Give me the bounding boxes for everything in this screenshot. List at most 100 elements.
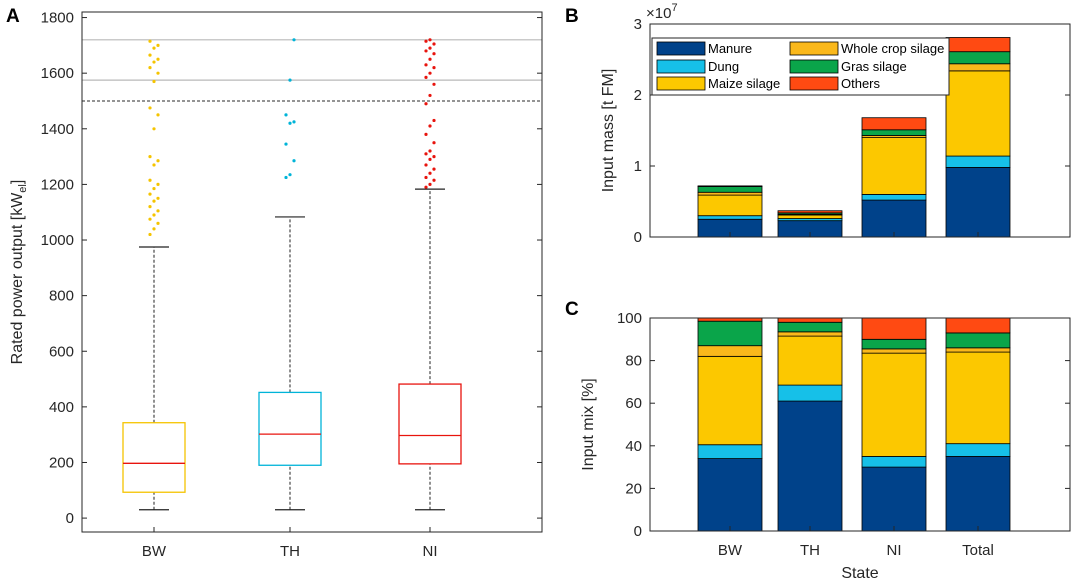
outlier-point (148, 192, 152, 196)
bar-segment-whole-crop-silage (945, 347, 1011, 353)
x-tick-label: Total (962, 542, 994, 559)
bar-segment-dung (945, 443, 1011, 457)
bar-segment-others (945, 317, 1011, 334)
y-tick-label: 100 (617, 310, 642, 327)
outlier-point (432, 154, 436, 159)
bar-segment-dung (697, 444, 763, 459)
bar-segment-whole-crop-silage (861, 348, 927, 354)
outlier-point (432, 42, 436, 46)
y-tick-label: 1000 (41, 232, 74, 249)
axes-box (649, 23, 1071, 238)
y-tick-label: 1600 (41, 65, 74, 82)
outlier-point (428, 124, 432, 128)
bar-segment-manure (945, 456, 1011, 532)
outlier-point (432, 141, 436, 145)
legend-swatch (789, 76, 839, 91)
bar-segment-manure (861, 199, 927, 238)
outlier-point (428, 171, 432, 175)
bar-segment-maize-silage (945, 351, 1011, 445)
y-tick-label: 400 (49, 399, 74, 416)
outlier-point (428, 46, 432, 50)
panel-label-b: B (565, 6, 579, 27)
y-tick-label: 20 (625, 480, 642, 497)
bar-segment-gras-silage (777, 321, 843, 333)
bar-segment-dung (861, 456, 927, 468)
y-tick-label: 600 (49, 343, 74, 360)
outlier-point (424, 63, 428, 67)
outlier-point (424, 175, 428, 180)
legend-swatch (656, 59, 706, 74)
bar-segment-whole-crop-silage (777, 331, 843, 337)
bar-segment-maize-silage (777, 214, 843, 219)
outlier-point (428, 182, 432, 187)
legend-label: Dung (708, 59, 739, 74)
legend-item: Gras silage (789, 59, 907, 74)
outlier-point (428, 57, 432, 61)
outlier-point (152, 79, 156, 84)
bar-segment-others (777, 210, 843, 214)
outlier-point (156, 113, 160, 117)
bar-segment-dung (777, 384, 843, 402)
y-tick-label: 60 (625, 395, 642, 412)
outlier-point (428, 38, 432, 42)
bar-segment-others (777, 317, 843, 323)
outlier-point (148, 154, 152, 159)
y-tick-label: 1800 (41, 10, 74, 27)
legend-label: Gras silage (841, 59, 907, 74)
outlier-point (148, 205, 152, 209)
bar-segment-dung (861, 193, 927, 201)
outlier-point (288, 121, 292, 125)
outlier-point (152, 163, 156, 167)
outlier-point (152, 60, 156, 64)
outlier-point (156, 57, 160, 61)
outlier-point (148, 106, 152, 110)
box-bw (122, 422, 186, 493)
outlier-point (424, 102, 428, 106)
y-tick-label: 0 (634, 229, 642, 246)
legend-item: Others (789, 76, 881, 91)
plot-area (82, 12, 542, 532)
y-axis-label: Rated power output [kWel] (9, 180, 29, 365)
legend-item: Whole crop silage (789, 41, 944, 56)
x-tick-label: TH (800, 542, 820, 559)
bar-segment-whole-crop-silage (697, 191, 763, 196)
bar-segment-gras-silage (945, 51, 1011, 65)
bar-segment-maize-silage (697, 194, 763, 217)
outlier-point (152, 46, 156, 50)
box-ni (398, 383, 462, 465)
y-axis-label: Input mix [%] (580, 378, 597, 470)
x-tick-label: BW (718, 542, 743, 559)
outlier-point (148, 53, 152, 57)
legend-label: Others (841, 76, 881, 91)
bar-segment-dung (945, 155, 1011, 168)
y-tick-label: 0 (634, 523, 642, 540)
x-tick-label: NI (423, 543, 438, 560)
bar-segment-maize-silage (777, 335, 843, 386)
outlier-point (152, 213, 156, 217)
bar-segment-whole-crop-silage (697, 345, 763, 357)
outlier-point (424, 49, 428, 53)
bar-segment-others (861, 317, 927, 340)
legend-swatch (789, 59, 839, 74)
y-tick-label: 80 (625, 353, 642, 370)
bar-segment-gras-silage (945, 332, 1011, 349)
outlier-point (148, 217, 152, 221)
x-tick-label: TH (280, 543, 300, 560)
y-tick-label: 2 (634, 87, 642, 104)
outlier-point (156, 159, 160, 163)
bar-segment-maize-silage (861, 352, 927, 457)
legend-item: Manure (656, 41, 752, 56)
outlier-point (292, 38, 296, 42)
outlier-point (284, 175, 288, 180)
panel-label-c: C (565, 299, 579, 320)
outlier-point (156, 196, 160, 200)
outlier-point (428, 71, 432, 75)
legend-label: Manure (708, 41, 752, 56)
outlier-point (156, 43, 160, 47)
legend-item: Maize silage (656, 76, 780, 91)
exponent-label: ×107 (646, 2, 678, 22)
legend-item: Dung (656, 59, 739, 74)
box-th (258, 391, 322, 466)
legend-swatch (789, 41, 839, 56)
